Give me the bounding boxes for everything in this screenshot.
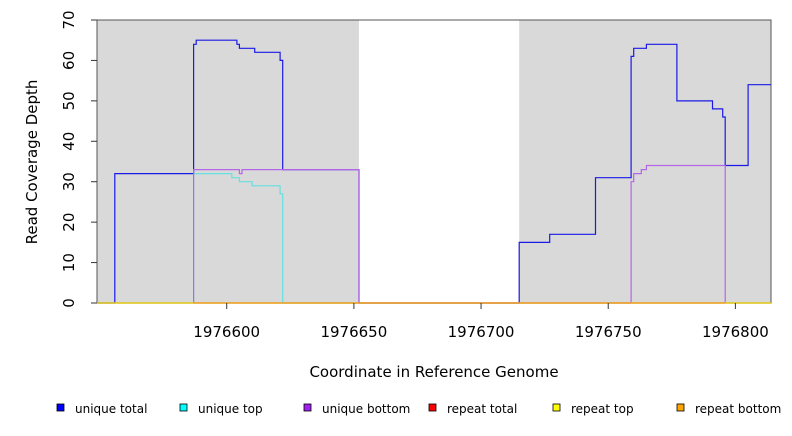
- shaded-region-2: [519, 20, 771, 303]
- x-tick-label: 1976650: [320, 323, 387, 341]
- x-tick-label: 1976750: [575, 323, 642, 341]
- series-line-unique-bottom: [97, 164, 771, 304]
- shaded-regions: [97, 20, 771, 303]
- y-tick-label: 10: [60, 253, 78, 272]
- y-tick-label: 50: [60, 91, 78, 110]
- y-tick-label: 0: [60, 298, 78, 308]
- legend-label-repeat-total: repeat total: [447, 402, 517, 416]
- shaded-region-1: [97, 20, 359, 303]
- legend-swatch-unique-total: [56, 403, 65, 412]
- legend: unique total unique top unique bottom repea…: [56, 402, 781, 416]
- legend-label-unique-bottom: unique bottom: [322, 402, 410, 416]
- legend-swatch-unique-top: [179, 403, 188, 412]
- x-axis: 1976600 1976650 1976700 1976750 1976800: [193, 303, 769, 341]
- x-tick-label: 1976700: [448, 323, 515, 341]
- legend-swatch-repeat-total: [428, 403, 437, 412]
- x-tick-label: 1976800: [702, 323, 769, 341]
- series-line-unique-top: [193, 173, 359, 304]
- legend-label-unique-top: unique top: [198, 402, 263, 416]
- x-tick-label: 1976600: [193, 323, 260, 341]
- legend-swatch-unique-bottom: [303, 403, 312, 412]
- y-tick-label: 20: [60, 213, 78, 232]
- legend-label-unique-total: unique total: [75, 402, 147, 416]
- y-tick-label: 60: [60, 51, 78, 70]
- legend-label-repeat-bottom: repeat bottom: [695, 402, 781, 416]
- y-tick-label: 40: [60, 132, 78, 151]
- series-lines: [97, 39, 771, 304]
- y-tick-label: 30: [60, 172, 78, 191]
- legend-swatch-repeat-top: [552, 403, 561, 412]
- x-axis-title: Coordinate in Reference Genome: [309, 363, 558, 381]
- legend-label-repeat-top: repeat top: [571, 402, 634, 416]
- series-line-unique-total: [97, 39, 771, 304]
- legend-swatch-repeat-bottom: [676, 403, 685, 412]
- y-axis-title: Read Coverage Depth: [23, 80, 41, 245]
- y-axis: 0 10 20 30 40 50 60 70: [60, 10, 97, 308]
- y-tick-label: 70: [60, 10, 78, 29]
